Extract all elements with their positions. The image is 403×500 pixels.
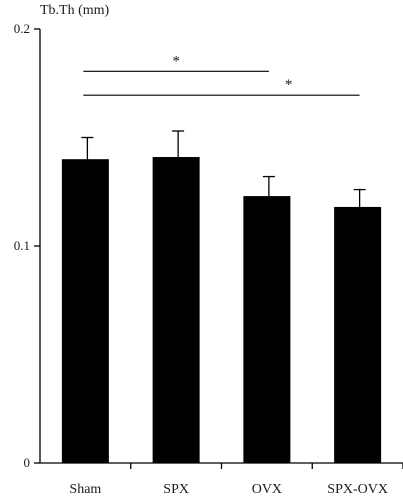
x-tick-label: OVX [252, 482, 282, 497]
x-tick-label: Sham [69, 482, 101, 497]
significance-star: * [172, 53, 180, 69]
y-axis-label: Tb.Th (mm) [40, 3, 110, 18]
y-tick-label: 0.2 [14, 21, 30, 36]
bar-spx-ovx [334, 206, 382, 463]
x-tick-label: SPX-OVX [327, 482, 388, 497]
x-tick-label: SPX [163, 482, 189, 497]
bar-ovx [243, 196, 291, 463]
significance-star: * [285, 77, 293, 93]
bar-sham [61, 159, 109, 463]
y-tick-label: 0.1 [14, 238, 30, 253]
bar-spx [152, 157, 200, 463]
y-tick-label: 0 [24, 455, 31, 470]
